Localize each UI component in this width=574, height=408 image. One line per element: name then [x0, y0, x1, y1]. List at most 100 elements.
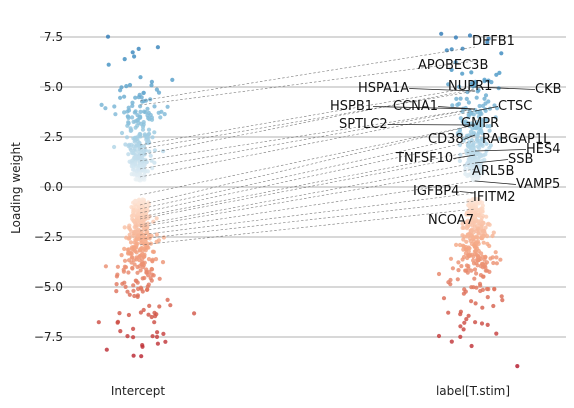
data-point [140, 265, 145, 270]
data-point [142, 132, 147, 137]
data-point [142, 232, 147, 237]
gene-connector [139, 46, 476, 102]
data-point [142, 148, 147, 153]
data-point [122, 280, 127, 285]
data-point [135, 177, 140, 182]
data-point [147, 214, 152, 219]
data-point [145, 135, 150, 140]
data-point [122, 258, 128, 263]
data-point [136, 46, 141, 52]
data-point [485, 40, 490, 45]
y-tick-labels: −7.5 −5.0 −2.5 0.0 2.5 5.0 7.5 [34, 30, 63, 344]
data-point [485, 234, 490, 239]
y-tick-label: 7.5 [44, 30, 63, 44]
data-point [450, 266, 455, 271]
data-point [137, 92, 142, 97]
data-point [462, 320, 467, 325]
data-point [126, 114, 131, 119]
data-point [449, 67, 454, 72]
data-point [152, 130, 157, 135]
data-point [500, 298, 505, 303]
gene-label-ifitm2: IFITM2 [473, 190, 516, 205]
data-point [454, 242, 459, 247]
gene-label-hspa1a: HSPA1A [358, 81, 409, 96]
data-point [483, 93, 489, 98]
data-point [458, 312, 463, 317]
data-point [126, 105, 131, 110]
data-point [469, 343, 474, 349]
data-point [497, 70, 502, 75]
data-point [130, 151, 135, 156]
data-point [477, 212, 482, 217]
data-point [476, 88, 481, 93]
data-point [482, 96, 487, 101]
data-point [135, 123, 140, 128]
data-point [494, 331, 499, 336]
data-point [133, 109, 138, 114]
data-point [436, 333, 442, 339]
data-point [466, 266, 471, 271]
data-point [130, 103, 135, 108]
data-point [129, 251, 134, 256]
data-point [485, 295, 490, 300]
gene-label-defb1: DEFB1 [472, 34, 515, 49]
data-point [104, 347, 109, 352]
data-point [122, 246, 127, 251]
data-point [487, 243, 492, 249]
data-point [461, 225, 466, 230]
data-point [152, 160, 157, 165]
data-point [480, 103, 486, 108]
gene-connector [139, 134, 476, 210]
data-point [487, 222, 492, 227]
data-point [114, 274, 119, 279]
data-point [466, 115, 471, 120]
gene-label-cd38: CD38 [428, 132, 464, 147]
gene-leader-line [438, 106, 476, 110]
data-point [137, 258, 142, 263]
data-point [112, 104, 117, 109]
data-point [139, 240, 144, 246]
data-point [498, 257, 503, 262]
gene-connector [139, 88, 476, 156]
data-point [126, 270, 131, 275]
data-point [156, 110, 161, 115]
data-point [473, 214, 478, 219]
data-point [472, 276, 477, 281]
data-point [114, 289, 119, 294]
data-point [106, 62, 111, 67]
data-point [138, 75, 143, 80]
data-point [131, 335, 136, 340]
data-point [122, 94, 127, 99]
data-point [146, 273, 151, 278]
data-point [439, 31, 444, 36]
data-point [155, 45, 160, 50]
data-point [469, 299, 474, 304]
data-point [150, 272, 155, 277]
data-point [136, 155, 141, 160]
data-point [141, 158, 146, 163]
gene-label-ckb: CKB [535, 82, 562, 97]
data-point [466, 100, 471, 105]
data-point [458, 334, 463, 339]
data-point [132, 54, 137, 59]
data-point [469, 70, 474, 75]
data-point [168, 303, 173, 308]
data-point [134, 204, 139, 209]
data-point [132, 293, 137, 299]
data-point [125, 123, 130, 128]
gene-leader-line [474, 180, 517, 185]
data-point [466, 253, 471, 258]
data-point [141, 144, 147, 149]
gene-label-ncoa7: NCOA7 [428, 213, 474, 228]
data-point [478, 207, 483, 212]
data-point [138, 310, 143, 315]
data-point [103, 264, 108, 269]
data-point [481, 220, 486, 225]
y-axis-label: Loading weight [9, 142, 23, 234]
data-point [448, 282, 453, 287]
data-point [472, 267, 478, 272]
data-point [123, 265, 129, 270]
data-point [146, 312, 151, 317]
data-point [140, 276, 145, 281]
